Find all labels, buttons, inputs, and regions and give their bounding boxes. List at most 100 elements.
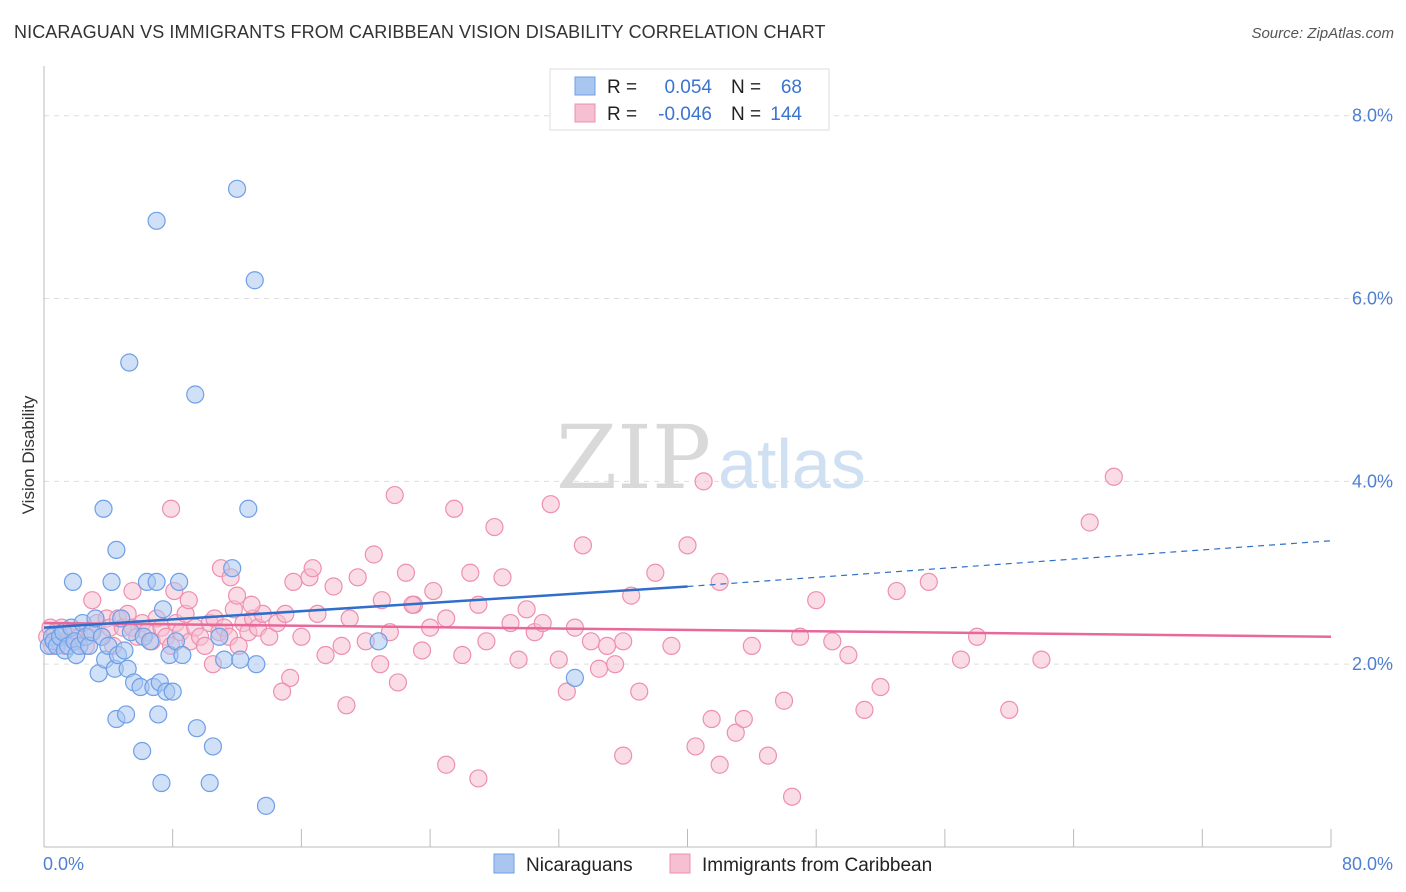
point-immigrants-from-caribbean (424, 581, 443, 601)
legend-label-immigrants-from-caribbean: Immigrants from Caribbean (702, 855, 932, 876)
point-nicaraguans (245, 271, 264, 290)
source-note: Source: ZipAtlas.com (1251, 25, 1394, 42)
point-immigrants-from-caribbean (83, 591, 102, 610)
y-tick-label: 4.0% (1352, 471, 1393, 491)
point-immigrants-from-caribbean (485, 517, 504, 537)
stats-r-label: R = (607, 104, 637, 125)
point-immigrants-from-caribbean (348, 568, 367, 587)
point-immigrants-from-caribbean (782, 787, 802, 806)
point-immigrants-from-caribbean (517, 600, 536, 619)
y-tick-labels: 2.0% 4.0% 6.0% 8.0% (1352, 106, 1393, 674)
point-nicaraguans (186, 385, 205, 404)
point-immigrants-from-caribbean (284, 572, 303, 592)
stats-r-value: -0.046 (658, 104, 712, 125)
point-nicaraguans (63, 572, 83, 592)
series-immigrants-from-caribbean (38, 467, 1123, 806)
legend: Nicaraguans Immigrants from Caribbean (493, 853, 932, 876)
point-nicaraguans (170, 572, 189, 592)
point-immigrants-from-caribbean (493, 568, 512, 587)
point-immigrants-from-caribbean (887, 581, 906, 601)
gridlines (44, 115, 1392, 665)
point-immigrants-from-caribbean (469, 769, 488, 788)
point-immigrants-from-caribbean (477, 632, 496, 651)
trend-line-nicaraguans (43, 585, 688, 629)
point-immigrants-from-caribbean (445, 499, 464, 518)
y-tick-label: 6.0% (1352, 289, 1393, 309)
point-immigrants-from-caribbean (726, 723, 745, 742)
stats-n-label: N = (731, 104, 761, 125)
point-immigrants-from-caribbean (597, 636, 617, 655)
point-nicaraguans (187, 719, 206, 738)
point-immigrants-from-caribbean (292, 627, 311, 646)
stats-legend: R = 0.054 N = 68 R = -0.046 N = 144 (549, 68, 830, 131)
watermark: ZIP atlas (556, 406, 866, 509)
point-immigrants-from-caribbean (195, 636, 214, 655)
point-nicaraguans (227, 179, 247, 198)
point-nicaraguans (152, 773, 171, 793)
point-immigrants-from-caribbean (614, 632, 633, 651)
stats-n-value: 68 (781, 77, 802, 98)
point-immigrants-from-caribbean (242, 595, 261, 614)
point-nicaraguans (120, 353, 139, 372)
legend-swatch-nicaraguans (493, 853, 515, 874)
series-nicaraguans (39, 179, 584, 815)
point-immigrants-from-caribbean (227, 586, 247, 605)
stats-box-frame (549, 68, 830, 131)
legend-swatch-immigrants-from-caribbean (669, 853, 691, 874)
point-nicaraguans (107, 540, 126, 560)
point-immigrants-from-caribbean (1104, 467, 1123, 486)
point-immigrants-from-caribbean (316, 645, 335, 665)
point-immigrants-from-caribbean (161, 499, 181, 518)
point-immigrants-from-caribbean (573, 536, 593, 555)
point-immigrants-from-caribbean (758, 746, 778, 765)
point-immigrants-from-caribbean (839, 645, 858, 665)
point-nicaraguans (200, 773, 219, 793)
point-immigrants-from-caribbean (646, 563, 665, 582)
point-immigrants-from-caribbean (630, 682, 649, 701)
watermark-atlas: atlas (718, 425, 866, 503)
point-immigrants-from-caribbean (686, 737, 705, 756)
point-immigrants-from-caribbean (710, 572, 729, 592)
point-nicaraguans (102, 572, 121, 592)
point-immigrants-from-caribbean (855, 700, 874, 719)
point-immigrants-from-caribbean (272, 682, 292, 701)
point-immigrants-from-caribbean (951, 650, 971, 669)
point-immigrants-from-caribbean (123, 581, 142, 601)
point-immigrants-from-caribbean (340, 609, 359, 628)
point-immigrants-from-caribbean (437, 755, 456, 774)
point-nicaraguans (116, 705, 136, 724)
trend-line-immigrants-from-caribbean (43, 621, 1332, 639)
point-immigrants-from-caribbean (678, 536, 697, 555)
point-immigrants-from-caribbean (823, 632, 842, 651)
trend-line-nicaraguans-extrapolated (687, 540, 1332, 588)
watermark-zip: ZIP (556, 406, 711, 509)
point-nicaraguans (215, 650, 234, 669)
stats-swatch-blue (574, 76, 596, 96)
x-tick-label-max: 80.0% (1342, 854, 1393, 874)
y-axis-title: Vision Disability (19, 395, 38, 514)
point-immigrants-from-caribbean (1000, 700, 1019, 719)
point-nicaraguans (210, 627, 229, 646)
legend-label-nicaraguans: Nicaraguans (526, 855, 633, 876)
point-nicaraguans (256, 796, 276, 815)
trend-lines (43, 540, 1332, 639)
point-immigrants-from-caribbean (702, 709, 721, 729)
stats-n-value: 144 (770, 104, 802, 125)
point-nicaraguans (173, 645, 192, 665)
y-tick-label: 8.0% (1352, 106, 1393, 126)
x-tick-label-min: 0.0% (43, 854, 84, 874)
point-nicaraguans (147, 572, 166, 592)
point-immigrants-from-caribbean (260, 627, 279, 646)
point-immigrants-from-caribbean (303, 559, 322, 578)
point-nicaraguans (133, 741, 152, 761)
chart-title: NICARAGUAN VS IMMIGRANTS FROM CARIBBEAN … (14, 22, 826, 42)
point-immigrants-from-caribbean (396, 563, 416, 582)
point-immigrants-from-caribbean (967, 627, 987, 646)
stats-swatch-pink (574, 103, 596, 123)
point-immigrants-from-caribbean (509, 650, 528, 669)
point-immigrants-from-caribbean (791, 627, 810, 646)
point-immigrants-from-caribbean (1080, 513, 1099, 532)
point-immigrants-from-caribbean (549, 650, 568, 669)
stats-n-label: N = (731, 77, 761, 98)
